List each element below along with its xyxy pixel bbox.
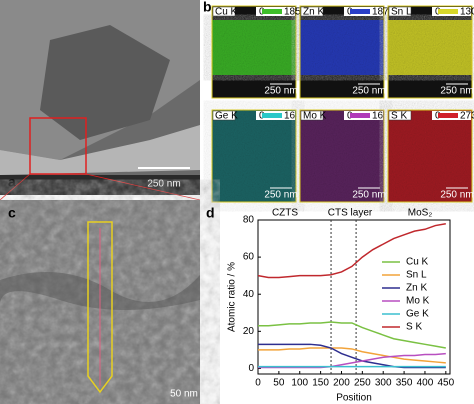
x-tick-label: 200: [333, 378, 350, 389]
map-frame: [387, 109, 473, 203]
colorbar: [350, 9, 370, 14]
scale-label: 250 nm: [352, 190, 385, 201]
legend-label: Mo K: [406, 296, 430, 307]
panel-c: c 50 nm: [0, 200, 200, 404]
region-label: CTS layer: [328, 208, 373, 219]
legend-label: Ge K: [406, 309, 429, 320]
element-label: Sn L: [391, 7, 412, 18]
legend-label: S K: [406, 322, 422, 333]
map-frame: [299, 5, 385, 99]
scale-label: 250 nm: [147, 179, 180, 190]
element-label: Cu K: [215, 7, 238, 18]
map-frame: [387, 5, 473, 99]
element-label: Ge K: [215, 111, 238, 122]
x-tick-label: 350: [396, 378, 413, 389]
panel-label: a: [8, 174, 16, 190]
map-signal: [388, 20, 472, 75]
scale-label: 250 nm: [440, 86, 473, 97]
scale-label: 50 nm: [170, 389, 198, 400]
y-axis-label: Atomic ratio / %: [227, 262, 238, 332]
label-box: [300, 6, 324, 17]
element-label: S K: [391, 111, 407, 122]
x-tick-label: 0: [255, 378, 261, 389]
map-signal: [388, 110, 472, 202]
map-signal: [300, 20, 384, 75]
colorbar: [438, 113, 458, 118]
y-tick-label: 20: [243, 326, 255, 337]
legend-label: Zn K: [406, 283, 427, 294]
scale-label: 250 nm: [264, 190, 297, 201]
series-line: [258, 347, 446, 364]
colorbar-max: 130: [460, 7, 474, 18]
scale-label: 250 nm: [264, 86, 297, 97]
colorbar-max: 273: [460, 111, 474, 122]
x-tick-label: 50: [273, 378, 285, 389]
legend-label: Sn L: [406, 270, 427, 281]
series-line: [258, 352, 446, 369]
colorbar-max: 185: [284, 7, 301, 18]
panel-label: c: [8, 205, 16, 221]
y-tick-label: 0: [248, 363, 254, 374]
label-box: [388, 6, 412, 17]
x-axis-label: Position: [336, 393, 372, 404]
map-frame: [299, 109, 385, 203]
x-tick-label: 450: [437, 378, 454, 389]
panel-label: b: [203, 0, 212, 15]
plot-frame: [257, 219, 451, 375]
colorbar: [438, 9, 458, 14]
colorbar: [262, 113, 282, 118]
scale-label: 250 nm: [440, 190, 473, 201]
x-tick-label: 300: [375, 378, 392, 389]
element-label: Mo K: [303, 111, 327, 122]
colorbar-max: 16: [372, 111, 384, 122]
panel-d: d 0 20 40 60 80 0 50 100 150 200 250 300 350 400 450 Po…: [206, 205, 455, 404]
x-tick-label: 250: [354, 378, 371, 389]
element-label: Zn K: [303, 7, 324, 18]
y-tick-label: 60: [243, 252, 255, 263]
label-box: [300, 110, 324, 121]
label-box: [212, 6, 236, 17]
series-line: [257, 222, 446, 279]
map-signal: [212, 20, 296, 75]
region-label: CZTS: [272, 208, 298, 219]
x-tick-label: 100: [291, 378, 308, 389]
x-tick-label: 400: [417, 378, 434, 389]
map-frame: [211, 109, 297, 203]
label-box: [212, 110, 236, 121]
colorbar: [262, 9, 282, 14]
panel-a: a 250 nm: [0, 0, 200, 195]
scale-label: 250 nm: [352, 86, 385, 97]
colorbar: [350, 113, 370, 118]
legend-label: Cu K: [406, 257, 429, 268]
series-line: [258, 321, 446, 349]
map-signal: [212, 110, 296, 202]
region-label: MoS₂: [408, 208, 433, 219]
label-box: [388, 110, 412, 121]
x-tick-label: 150: [312, 378, 329, 389]
colorbar-max: 187: [372, 7, 389, 18]
colorbar-max: 16: [284, 111, 296, 122]
panel-label: d: [206, 205, 215, 221]
y-tick-label: 40: [243, 289, 255, 300]
map-signal: [300, 110, 384, 202]
series-line: [258, 343, 446, 369]
y-tick-label: 80: [243, 215, 255, 226]
map-frame: [211, 5, 297, 99]
